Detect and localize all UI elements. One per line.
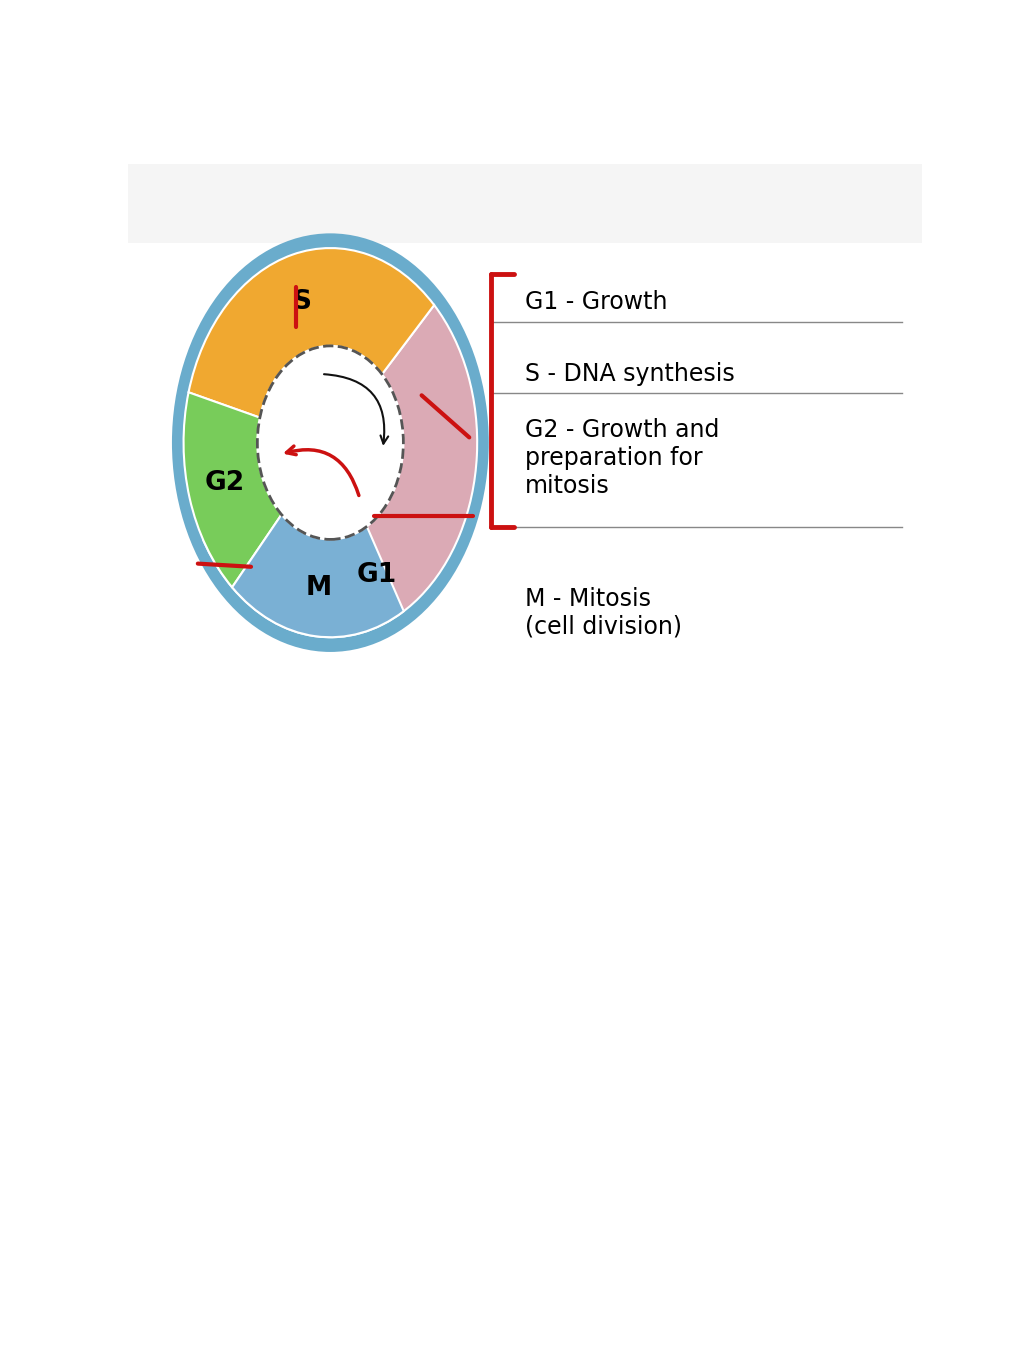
Wedge shape [232,515,403,637]
Text: S - DNA synthesis: S - DNA synthesis [524,362,734,385]
Text: G1 - Growth: G1 - Growth [524,290,668,314]
Text: G2 - Growth and
preparation for
mitosis: G2 - Growth and preparation for mitosis [524,418,719,499]
Wedge shape [188,249,434,418]
Wedge shape [183,392,282,587]
Circle shape [174,235,486,650]
Text: M: M [306,575,332,601]
Text: G1: G1 [356,561,397,587]
Circle shape [257,346,403,540]
Text: M - Mitosis
(cell division): M - Mitosis (cell division) [524,587,682,638]
Bar [128,164,922,243]
Wedge shape [203,305,477,637]
Text: S: S [293,290,311,316]
Text: G2: G2 [205,470,245,496]
